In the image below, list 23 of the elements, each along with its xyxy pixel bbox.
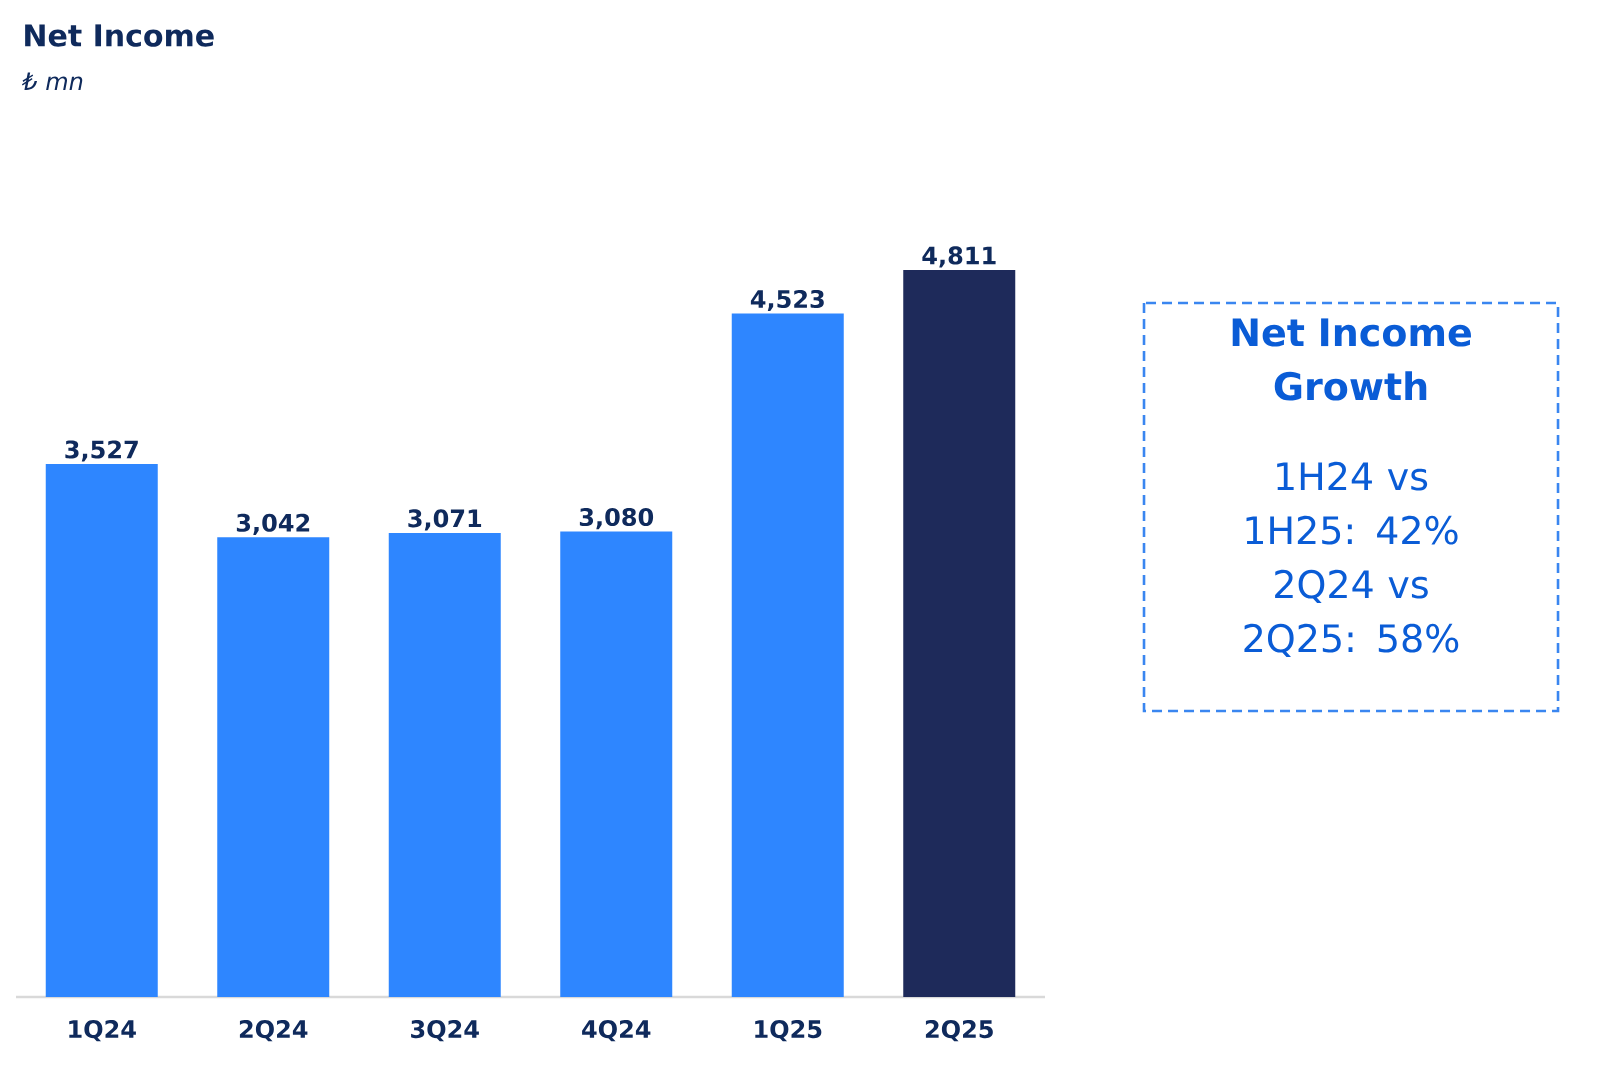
bar — [560, 531, 673, 997]
data-label: 3,527 — [65, 440, 138, 462]
data-label: 3,042 — [236, 513, 310, 535]
data-label: 3,080 — [579, 507, 654, 530]
text: Net Income Growth — [1232, 318, 1471, 401]
x-tick-label: 1Q24 — [69, 1020, 136, 1042]
x-tick-label: 2Q25 — [925, 1020, 993, 1042]
data-label: 3,071 — [408, 509, 482, 531]
text: 1H24 vs 1H25: 42% — [1246, 461, 1458, 545]
bar — [903, 269, 1016, 997]
bar — [45, 464, 158, 997]
x-tick-label: 4Q24 — [582, 1020, 651, 1042]
x-tick-label: 1Q25 — [755, 1020, 822, 1042]
bar — [217, 537, 330, 997]
text: 2Q24 vs 2Q25: 58% — [1244, 569, 1459, 657]
x-tick-label: 3Q24 — [411, 1020, 479, 1042]
bar — [731, 313, 844, 997]
chart-subtitle: ₺ mn — [21, 72, 83, 90]
data-label: 4,523 — [750, 289, 824, 312]
x-tick-label: 2Q24 — [239, 1020, 308, 1042]
bar — [388, 532, 501, 997]
data-label: 4,811 — [922, 246, 996, 268]
chart-title: Net Income — [25, 24, 214, 47]
